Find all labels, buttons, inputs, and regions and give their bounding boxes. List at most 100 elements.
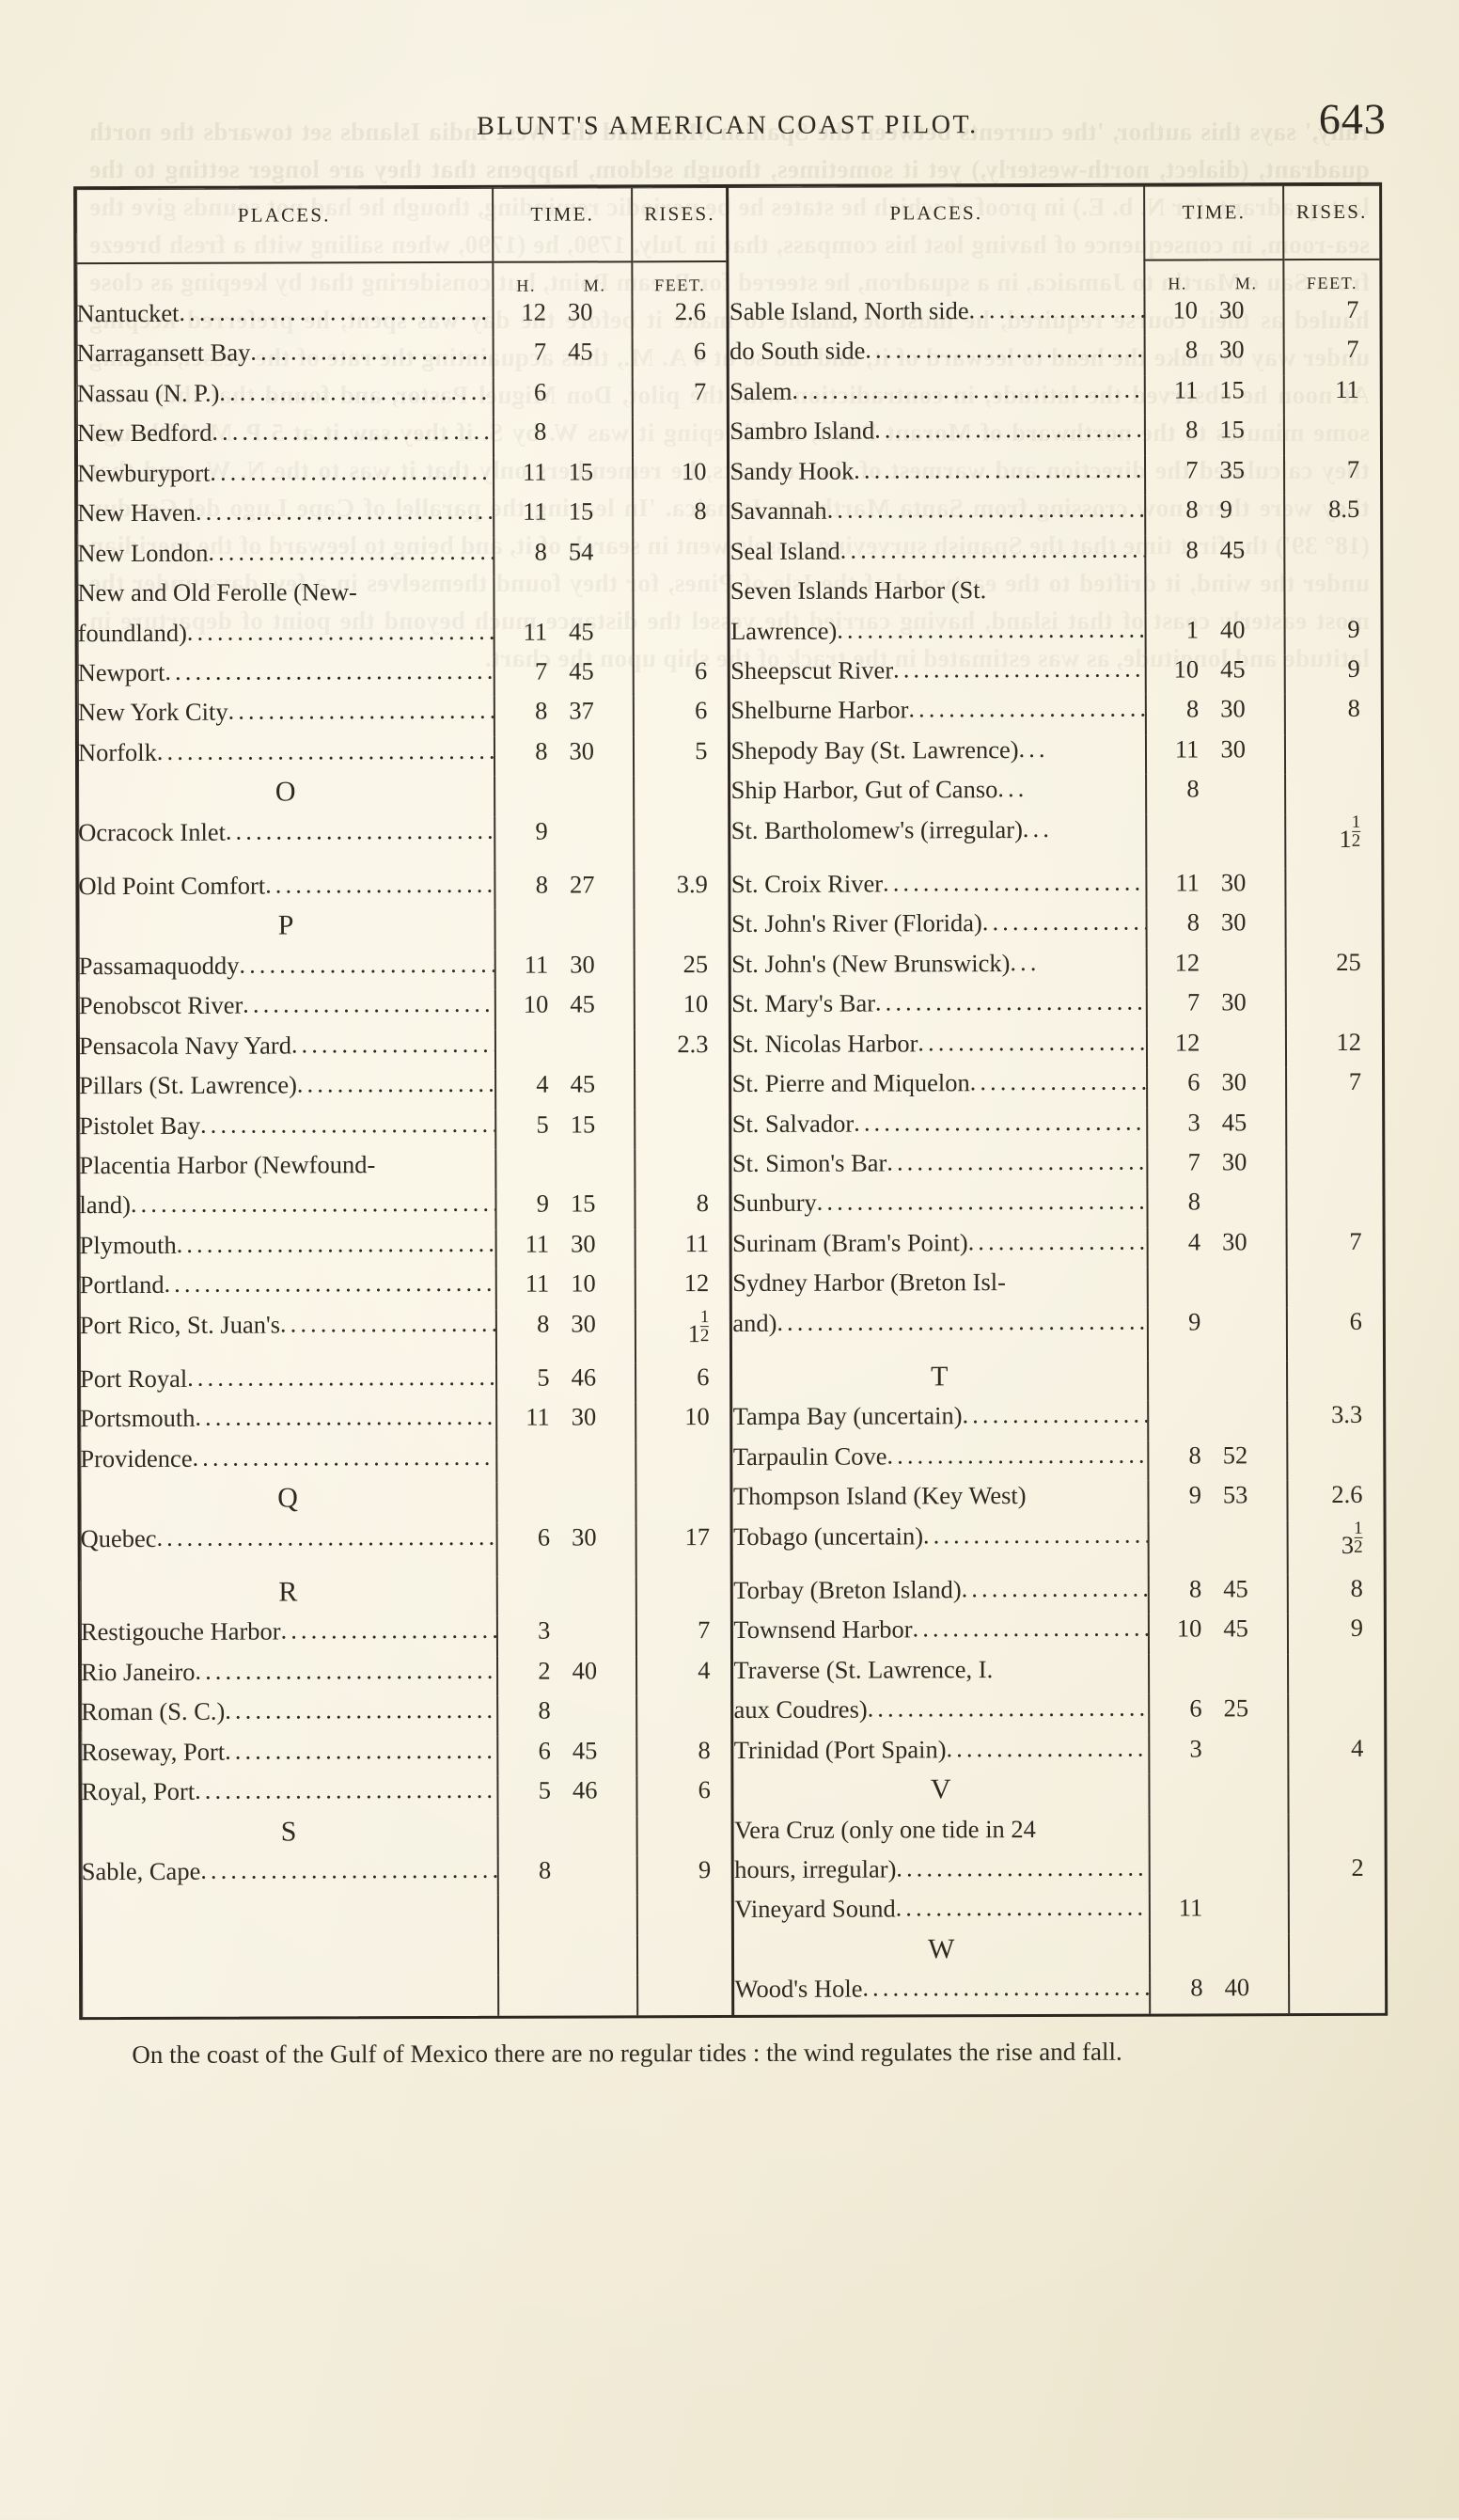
rise-feet: 25 [634,949,730,990]
time-minutes: 45 [1221,1107,1247,1136]
time-minutes [563,1855,637,1896]
rise-feet [633,616,730,657]
leader-dots: ........................................ [946,1734,1150,1762]
time-hours: 11 [496,1402,562,1443]
place-name: Narragansett Bay........................… [77,338,494,379]
time-hours: 8 [1150,1973,1216,2014]
table-row: New Bedford.............................… [77,415,1380,459]
time-minutes [1215,1734,1289,1774]
time-minutes: 53 [1222,1480,1248,1509]
time-minutes: 54 [568,537,594,566]
time-hours: 8 [494,736,560,778]
time-hours: 8 [1145,694,1212,735]
time-hours: 10 [1145,654,1212,695]
leader-dots: ........................................ [962,1400,1149,1429]
place-name: Royal, Port.............................… [81,1776,497,1818]
place-name: Sable, Cape.............................… [82,1856,498,1898]
rise-feet: 10 [633,456,730,497]
table-row: New and Old Ferolle (New- Seven Islands H… [77,574,1381,619]
place-name: Vera Cruz (only one tide in 24 [732,1814,1150,1855]
time-minutes: 15 [1219,375,1245,404]
rise-feet [634,815,730,871]
rise-feet: 8 [1284,694,1381,734]
time-hours: 8 [495,1309,562,1363]
rise-feet: 4 [636,1655,733,1696]
rise-feet [1286,1146,1383,1188]
running-head: BLUNT'S AMERICAN COAST PILOT. 643 [0,95,1457,153]
place-name: Wood's Hole.............................… [733,1973,1151,2015]
time-minutes [560,1030,635,1070]
time-minutes [558,377,633,417]
time-minutes: 40 [572,1656,598,1685]
time-hours: 12 [493,297,559,339]
place-name: Seven Islands Harbor (St. [729,575,1146,617]
place-name: Pensacola Navy Yard.....................… [79,1030,495,1071]
place-name: Quebec..................................… [81,1522,497,1578]
time-hours: 8 [497,1695,563,1737]
leader-dots: ........................................ [854,1108,1148,1137]
rise-feet: 9 [1287,1614,1385,1654]
time-hours: 11 [495,1268,562,1310]
place-name: Sandy Hook..............................… [728,455,1146,497]
table-row: Plymouth................................… [80,1226,1383,1271]
rise-feet: 9 [1284,614,1381,655]
place-name: land)...................................… [79,1189,495,1231]
empty-cell [82,1896,498,1937]
time-hours [1149,1654,1215,1694]
time-minutes: 10 [571,1268,596,1298]
leader-dots: ........................................ [195,496,494,526]
leader-dots: ........................................ [893,654,1146,684]
leader-dots: ........................................ [867,1693,1150,1723]
time-minutes [1212,774,1286,814]
time-minutes [1212,814,1286,868]
rise-feet: 7 [1284,454,1381,496]
rise-feet: 8 [635,1189,731,1230]
time-hours: 7 [1147,1147,1213,1189]
rise-feet: 5 [634,735,730,777]
time-minutes: 45 [1219,534,1246,563]
place-name: Roseway, Port...........................… [81,1736,497,1777]
rise-feet [1286,1267,1383,1307]
rise-feet: 12 [635,1268,731,1310]
rise-feet: 6 [635,1362,732,1403]
leader-dots: ........................................ [280,1616,498,1645]
time-minutes [558,417,633,458]
place-name: St. John's (New Brunswick)... [730,948,1147,990]
time-minutes [1215,1894,1289,1934]
rise-feet: 6 [633,696,730,737]
rise-feet: 9 [636,1854,733,1896]
place-name: Seal Island.............................… [729,535,1146,577]
time-hours: 5 [496,1362,562,1404]
time-hours: 11 [494,617,560,657]
place-name: aux Coudres)............................… [732,1693,1150,1736]
table-row: Portland................................… [80,1267,1383,1311]
time-minutes [562,1442,636,1483]
rise-feet [1286,1187,1383,1227]
leader-dots: ........................................ [908,694,1146,723]
leader-dots: ........................................ [826,495,1146,524]
rise-feet [633,417,729,458]
table-row: Roseway, Port...........................… [81,1733,1385,1777]
time-hours: 5 [497,1775,564,1817]
time-minutes: 30 [1220,694,1246,723]
table-row: Old Point Comfort.......................… [78,867,1382,912]
leader-dots: ........................................ [961,1574,1149,1603]
leader-dots: ........................................ [862,1973,1151,2002]
place-name: Vineyard Sound..........................… [732,1894,1150,1935]
leader-dots: ........................................ [967,1227,1148,1256]
place-name: Tobago (uncertain)......................… [731,1520,1149,1576]
time-hours [1146,814,1212,869]
place-name: Port Royal..............................… [80,1363,496,1405]
time-minutes [1213,1307,1287,1361]
rise-feet [1288,1893,1385,1933]
time-minutes: 30 [572,1522,597,1551]
place-name: Pillars (St. Lawrence)..................… [79,1070,495,1111]
place-name: Rio Janeiro.............................… [81,1657,497,1698]
place-name: St. Croix River.........................… [730,868,1147,910]
time-hours: 3 [1147,1107,1213,1148]
rise-feet [633,576,730,617]
time-hours [494,1030,561,1070]
table-row: foundland)..............................… [78,614,1381,658]
time-hours [495,1149,561,1190]
